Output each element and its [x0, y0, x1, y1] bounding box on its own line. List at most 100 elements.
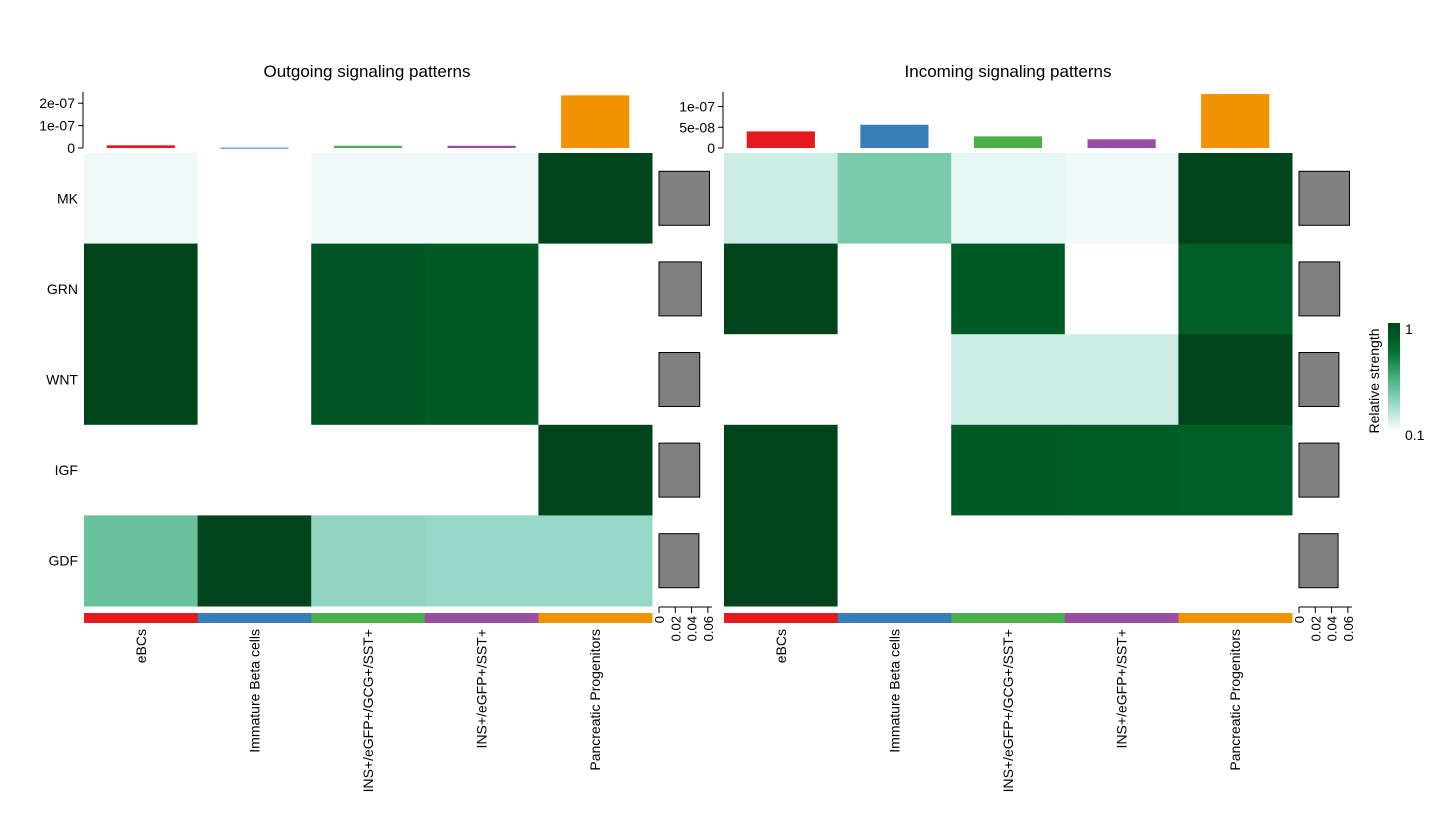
panel-incoming: Incoming signaling patterns 0 5e-08 1e-07 eB…	[679, 62, 1356, 792]
right-bar	[658, 170, 710, 226]
right-bar-tick-label: 0.04	[685, 616, 700, 641]
heatmap-cell	[538, 153, 653, 245]
heatmap-cell	[424, 334, 539, 426]
top-bar	[1201, 94, 1270, 148]
right-bar	[658, 352, 701, 407]
chart-title: Outgoing signaling patterns	[264, 62, 471, 81]
heatmap-cell	[1064, 153, 1179, 245]
heatmap-cell	[837, 515, 952, 607]
heatmap-cell	[311, 243, 426, 335]
right-bar	[1298, 170, 1350, 226]
column-color-strip	[837, 613, 952, 623]
heatmap-cell	[1064, 515, 1179, 607]
heatmap-cell	[837, 153, 952, 245]
heatmap-cell	[311, 424, 426, 516]
row-label: GDF	[48, 553, 78, 569]
heatmap-cell	[538, 243, 653, 335]
column-color-strip	[951, 613, 1066, 623]
top-bar	[447, 145, 516, 148]
heatmap-cell	[84, 243, 199, 335]
top-bar	[746, 131, 815, 148]
column-label: Immature Beta cells	[246, 629, 262, 753]
column-color-strip	[1064, 613, 1179, 623]
heatmap-cell	[84, 515, 199, 607]
right-bar	[1298, 442, 1340, 498]
heatmap-cell	[84, 153, 199, 245]
heatmap-cell	[951, 515, 1066, 607]
top-bar-tick-label: 0	[707, 140, 715, 156]
heatmap-cell	[837, 243, 952, 335]
heatmap-cell	[424, 424, 539, 516]
heatmap-cell	[424, 243, 539, 335]
top-bar-tick-label: 5e-08	[679, 119, 715, 135]
right-bar-tick-label: 0.02	[1308, 616, 1323, 641]
heatmap-cell	[84, 334, 199, 426]
top-bar	[1087, 139, 1156, 148]
column-color-strip	[84, 613, 199, 623]
row-label: MK	[57, 190, 79, 206]
legend-gradient-bar	[1388, 323, 1400, 430]
heatmap-cell	[311, 334, 426, 426]
column-label: INS+/eGFP+/GCG+/SST+	[360, 629, 376, 792]
heatmap-panels: Outgoing signaling patterns MK GRN WNT IGF GD…	[39, 62, 1356, 792]
heatmap-cell	[1178, 515, 1293, 607]
heatmap-cell	[311, 515, 426, 607]
column-color-strip	[311, 613, 426, 623]
top-bar-tick-label: 2e-07	[39, 95, 75, 111]
column-color-strip	[1178, 613, 1293, 623]
heatmap-cell	[538, 424, 653, 516]
top-bar-tick-label: 0	[67, 140, 75, 156]
right-bar-tick-label: 0	[652, 616, 667, 623]
top-bar	[973, 136, 1043, 148]
heatmap-cell	[197, 424, 312, 516]
heatmap-cell	[837, 334, 952, 426]
top-bar	[106, 145, 175, 148]
right-bar-tick-label: 0.02	[668, 616, 683, 641]
column-label: INS+/eGFP+/GCG+/SST+	[1000, 629, 1016, 792]
row-label: GRN	[47, 281, 78, 297]
heatmap-cell	[1178, 334, 1293, 426]
column-label: INS+/eGFP+/SST+	[1114, 629, 1130, 748]
column-color-strip	[538, 613, 653, 623]
heatmap-cell	[197, 243, 312, 335]
heatmap-cell	[197, 334, 312, 426]
heatmap-cell	[951, 334, 1066, 426]
right-bar-tick-label: 0.06	[701, 616, 716, 641]
column-label: Pancreatic Progenitors	[1227, 629, 1243, 771]
right-bar-tick-label: 0	[1292, 616, 1307, 623]
heatmap-cell	[1178, 153, 1293, 245]
heatmap-cell	[724, 515, 839, 607]
heatmap-cell	[724, 424, 839, 516]
column-color-strip	[724, 613, 839, 623]
right-bar-tick-label: 0.04	[1325, 616, 1340, 641]
heatmap-cell	[424, 515, 539, 607]
right-bar	[658, 442, 701, 498]
legend-title: Relative strength	[1366, 328, 1382, 433]
heatmap-cell	[951, 243, 1066, 335]
column-label: Immature Beta cells	[886, 629, 902, 753]
color-legend: 1 0.1 Relative strength	[1366, 321, 1425, 443]
right-bar	[658, 261, 702, 317]
column-label: Pancreatic Progenitors	[587, 629, 603, 771]
heatmap-cell	[837, 424, 952, 516]
legend-max-label: 1	[1405, 321, 1413, 337]
heatmap-cell	[197, 153, 312, 245]
heatmap-cell	[1178, 243, 1293, 335]
top-bar	[860, 124, 929, 148]
heatmap-cell	[1064, 334, 1179, 426]
heatmap-cell	[724, 243, 839, 335]
heatmap-cell	[538, 334, 653, 426]
right-bar	[1298, 352, 1340, 407]
right-bar-tick-label: 0.06	[1341, 616, 1356, 641]
top-bar-tick-label: 1e-07	[679, 99, 715, 115]
chart-title: Incoming signaling patterns	[905, 62, 1112, 81]
right-bar	[658, 533, 700, 589]
heatmap-cell	[1064, 424, 1179, 516]
row-label: WNT	[46, 372, 78, 388]
column-label: eBCs	[773, 629, 789, 663]
right-bar	[1298, 261, 1341, 317]
panel-outgoing: Outgoing signaling patterns MK GRN WNT IGF GD…	[39, 62, 716, 792]
row-label: IGF	[55, 462, 78, 478]
top-bar	[561, 95, 630, 148]
top-bar	[220, 147, 289, 149]
